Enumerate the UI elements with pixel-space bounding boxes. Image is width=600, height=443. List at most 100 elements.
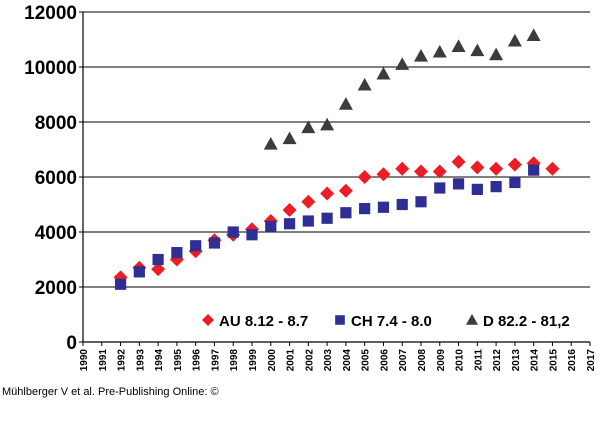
- diamond-point: [320, 186, 335, 201]
- x-tick-label: 1991: [98, 349, 109, 372]
- x-tick-label: 1997: [210, 349, 221, 372]
- x-tick-label: 2002: [304, 349, 315, 372]
- square-point: [265, 220, 277, 233]
- x-tick-label: 2004: [342, 349, 353, 372]
- x-tick-label: 2014: [530, 349, 541, 372]
- x-tick-label: 1999: [248, 349, 259, 372]
- triangle-point: [282, 131, 297, 145]
- x-tick-labels: 1990 1991 1992 1993 1994 1995 1996 1997 1998 1999…: [79, 349, 597, 372]
- diamond-point: [282, 203, 297, 217]
- x-tick-label: 1995: [173, 349, 184, 372]
- triangle-point: [301, 120, 316, 134]
- square-point: [208, 237, 221, 249]
- x-tick-label: 2010: [455, 349, 466, 372]
- square-point: [415, 196, 427, 208]
- triangle-point: [263, 137, 278, 150]
- square-point: [227, 226, 239, 238]
- legend-label: CH 7.4 - 8.0: [351, 313, 432, 330]
- square-point: [114, 278, 127, 290]
- diamond-point: [301, 194, 316, 209]
- x-tick-label: 2000: [267, 349, 278, 372]
- x-tick-label: 2001: [286, 349, 297, 372]
- x-tick-label: 2006: [379, 349, 390, 372]
- diamond-point: [151, 262, 166, 277]
- square-point: [434, 182, 446, 194]
- square-point: [302, 215, 314, 227]
- triangle-point: [338, 97, 353, 110]
- legend-square-icon: [335, 315, 345, 325]
- legend-diamond-icon: [202, 314, 214, 326]
- square-point: [190, 240, 202, 252]
- square-point: [452, 178, 465, 190]
- diamond-point: [489, 161, 504, 176]
- square-point: [377, 201, 390, 213]
- triangle-point: [376, 66, 391, 80]
- diamond-point: [507, 157, 522, 172]
- x-tick-label: 1992: [117, 349, 128, 372]
- x-tick-label: 2012: [492, 349, 503, 372]
- data-marks: [113, 28, 560, 290]
- diamond-point: [376, 167, 391, 182]
- diamond-point: [545, 161, 560, 176]
- square-point: [490, 181, 502, 193]
- diamond-point: [451, 154, 466, 169]
- x-tick-label: 2008: [417, 349, 428, 372]
- x-tick-label: 1993: [135, 349, 146, 372]
- y-tick-label: 12000: [24, 3, 77, 24]
- x-tick-label: 2013: [511, 349, 522, 372]
- x-tick-label: 2011: [473, 349, 484, 371]
- x-tick-label: 2009: [436, 349, 447, 372]
- diamond-point: [432, 164, 447, 179]
- triangle-point: [357, 77, 372, 91]
- square-point: [152, 253, 164, 266]
- x-tick-label: 1996: [192, 349, 203, 372]
- gridlines: [83, 11, 590, 288]
- square-point: [171, 247, 183, 259]
- square-point: [321, 212, 333, 224]
- legend: AU 8.12 - 8.7 CH 7.4 - 8.0 D 82.2 - 81,2: [202, 313, 570, 330]
- triangle-point: [507, 33, 522, 47]
- triangle-point: [526, 28, 541, 41]
- y-tick-label: 2000: [35, 278, 77, 299]
- diamond-point: [357, 170, 372, 184]
- x-tick-label: 2015: [548, 349, 559, 372]
- legend-triangle-icon: [466, 314, 478, 325]
- triangle-point: [470, 43, 485, 57]
- triangle-point: [489, 47, 504, 61]
- square-point: [283, 218, 296, 230]
- diamond-point: [470, 160, 485, 175]
- y-tick-label: 6000: [35, 168, 77, 189]
- triangle-point: [395, 57, 410, 70]
- square-point: [340, 207, 352, 219]
- legend-label: D 82.2 - 81,2: [483, 313, 570, 330]
- square-point: [528, 164, 540, 176]
- axes: [79, 11, 591, 346]
- x-tick-label: 2017: [586, 349, 597, 372]
- square-point: [471, 183, 483, 195]
- x-tick-label: 1998: [229, 349, 240, 372]
- credit-text: Mühlberger V et al. Pre-Publishing Onlin…: [2, 386, 219, 398]
- y-tick-labels: 0 2000 4000 6000 8000 10000 12000: [24, 3, 77, 354]
- triangle-point: [432, 44, 447, 58]
- diamond-point: [414, 164, 428, 179]
- square-point: [509, 176, 521, 189]
- square-point: [396, 198, 408, 211]
- y-tick-label: 4000: [35, 223, 77, 244]
- x-tick-label: 1994: [154, 349, 165, 372]
- x-tick-label: 2016: [567, 349, 578, 372]
- x-tick-label: 2005: [361, 349, 372, 372]
- square-point: [133, 266, 145, 278]
- x-tick-label: 2007: [398, 349, 409, 372]
- square-point: [246, 229, 258, 241]
- triangle-point: [414, 49, 428, 62]
- square-point: [359, 203, 371, 215]
- triangle-point: [451, 39, 466, 52]
- y-tick-label: 0: [66, 333, 77, 354]
- y-tick-label: 10000: [24, 58, 77, 79]
- x-tick-label: 1990: [79, 349, 90, 372]
- diamond-point: [338, 183, 353, 198]
- x-tick-label: 2003: [323, 349, 334, 372]
- legend-label: AU 8.12 - 8.7: [219, 313, 308, 330]
- diamond-point: [395, 161, 410, 176]
